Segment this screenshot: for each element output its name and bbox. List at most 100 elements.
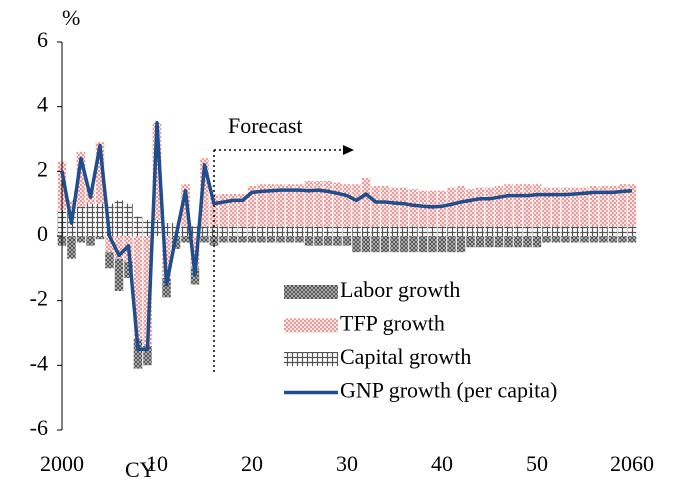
- bar: [447, 187, 456, 227]
- y-tick-label: 4: [37, 92, 48, 117]
- bar: [238, 226, 247, 236]
- bar: [323, 236, 333, 246]
- bar: [551, 187, 561, 227]
- bar: [599, 226, 608, 236]
- bar: [504, 236, 513, 248]
- bar: [314, 226, 323, 236]
- bar: [143, 345, 152, 366]
- bar: [532, 226, 542, 236]
- bar: [618, 184, 627, 227]
- x-tick-label: 10: [146, 451, 168, 476]
- bar: [551, 236, 561, 243]
- bar: [627, 226, 637, 236]
- bar: [570, 236, 580, 243]
- bar: [133, 216, 143, 236]
- bar: [599, 236, 608, 243]
- bar: [599, 185, 608, 227]
- bar: [314, 181, 323, 227]
- bar: [276, 236, 285, 243]
- bar: [371, 185, 380, 227]
- bar: [352, 236, 361, 253]
- y-tick-label: -4: [30, 350, 48, 375]
- bar: [276, 184, 285, 227]
- bar: [190, 226, 200, 236]
- bar: [371, 226, 380, 236]
- bar: [494, 185, 504, 227]
- bar: [504, 226, 513, 236]
- bar: [428, 226, 437, 236]
- legend-label: Labor growth: [340, 277, 460, 302]
- bar: [295, 226, 304, 236]
- bar: [418, 226, 428, 236]
- bar: [285, 226, 295, 236]
- bar: [580, 236, 589, 243]
- bar: [266, 226, 276, 236]
- bar: [76, 206, 86, 236]
- bar: [399, 236, 409, 253]
- bar: [124, 261, 133, 279]
- legend-label: TFP growth: [340, 311, 445, 336]
- y-tick-label: -6: [30, 415, 48, 440]
- bar: [67, 236, 76, 259]
- bar: [561, 187, 570, 227]
- y-axis-label: %: [62, 5, 80, 30]
- y-tick-label: 0: [37, 221, 48, 246]
- y-tick-label: -2: [30, 286, 48, 311]
- bar: [200, 158, 209, 227]
- bar: [276, 226, 285, 236]
- bar: [380, 226, 390, 236]
- bar: [627, 184, 637, 227]
- bar: [143, 236, 152, 346]
- bar: [618, 236, 627, 243]
- bar: [580, 187, 589, 227]
- bar: [589, 185, 599, 227]
- bar: [323, 181, 333, 227]
- bar: [285, 184, 295, 227]
- bar: [114, 236, 124, 259]
- bar: [333, 182, 342, 227]
- bar: [409, 226, 418, 236]
- bar: [456, 236, 466, 253]
- bar: [257, 226, 266, 236]
- bar: [485, 187, 494, 227]
- bar: [532, 184, 542, 227]
- bar: [76, 236, 86, 243]
- bar: [627, 236, 637, 243]
- bar: [361, 226, 371, 236]
- bar: [466, 226, 475, 236]
- bar: [371, 236, 380, 253]
- bar: [304, 181, 314, 227]
- bar: [95, 203, 105, 236]
- bar: [542, 226, 551, 236]
- bar: [542, 236, 551, 243]
- bar: [532, 236, 542, 248]
- bar: [162, 223, 171, 236]
- bar: [485, 226, 494, 236]
- bar: [181, 226, 190, 236]
- bar: [95, 236, 105, 240]
- bar: [447, 226, 456, 236]
- bar: [228, 236, 238, 243]
- bar: [390, 226, 399, 236]
- bar: [542, 187, 551, 227]
- bar: [257, 184, 266, 227]
- bar: [390, 236, 399, 253]
- bar: [380, 185, 390, 227]
- bars: [57, 122, 637, 369]
- bar: [219, 226, 228, 236]
- bar: [67, 200, 76, 211]
- bar: [437, 236, 447, 253]
- bar: [561, 236, 570, 243]
- bar: [494, 226, 504, 236]
- bar: [618, 226, 627, 236]
- bar: [608, 185, 618, 227]
- bar: [418, 190, 428, 227]
- bar: [95, 142, 105, 204]
- bar: [485, 236, 494, 248]
- bar: [456, 226, 466, 236]
- bar: [513, 236, 523, 248]
- bar: [162, 278, 171, 298]
- bar: [190, 236, 200, 269]
- bar: [219, 236, 228, 243]
